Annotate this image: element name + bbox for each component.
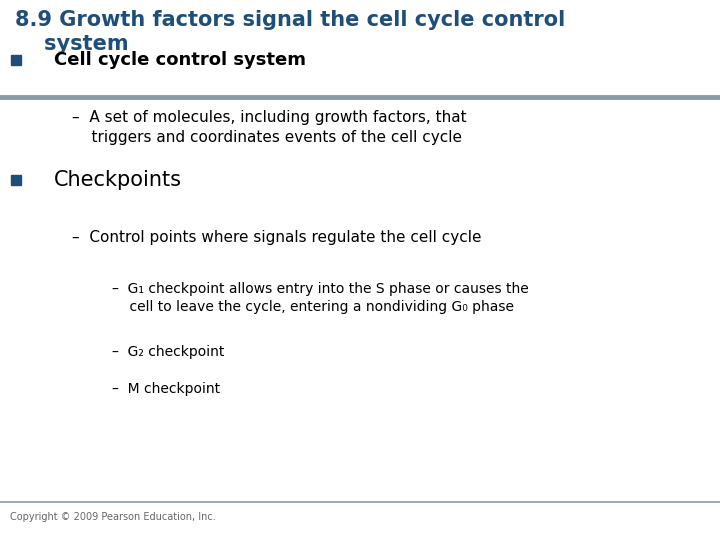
Text: Cell cycle control system: Cell cycle control system [54,51,306,69]
Text: 8.9 Growth factors signal the cell cycle control
    system: 8.9 Growth factors signal the cell cycle… [15,10,565,54]
Bar [11,55,21,65]
Text: –  G₁ checkpoint allows entry into the S phase or causes the: – G₁ checkpoint allows entry into the S … [112,282,528,296]
Text: triggers and coordinates events of the cell cycle: triggers and coordinates events of the c… [72,130,462,145]
Text: Checkpoints: Checkpoints [54,170,182,190]
Bar [11,175,21,185]
Text: –  G₂ checkpoint: – G₂ checkpoint [112,345,224,359]
Text: cell to leave the cycle, entering a nondividing G₀ phase: cell to leave the cycle, entering a nond… [112,300,513,314]
Text: Copyright © 2009 Pearson Education, Inc.: Copyright © 2009 Pearson Education, Inc. [10,512,216,522]
Text: –  A set of molecules, including growth factors, that: – A set of molecules, including growth f… [72,110,467,125]
Text: –  Control points where signals regulate the cell cycle: – Control points where signals regulate … [72,230,482,245]
Text: –  M checkpoint: – M checkpoint [112,382,220,396]
